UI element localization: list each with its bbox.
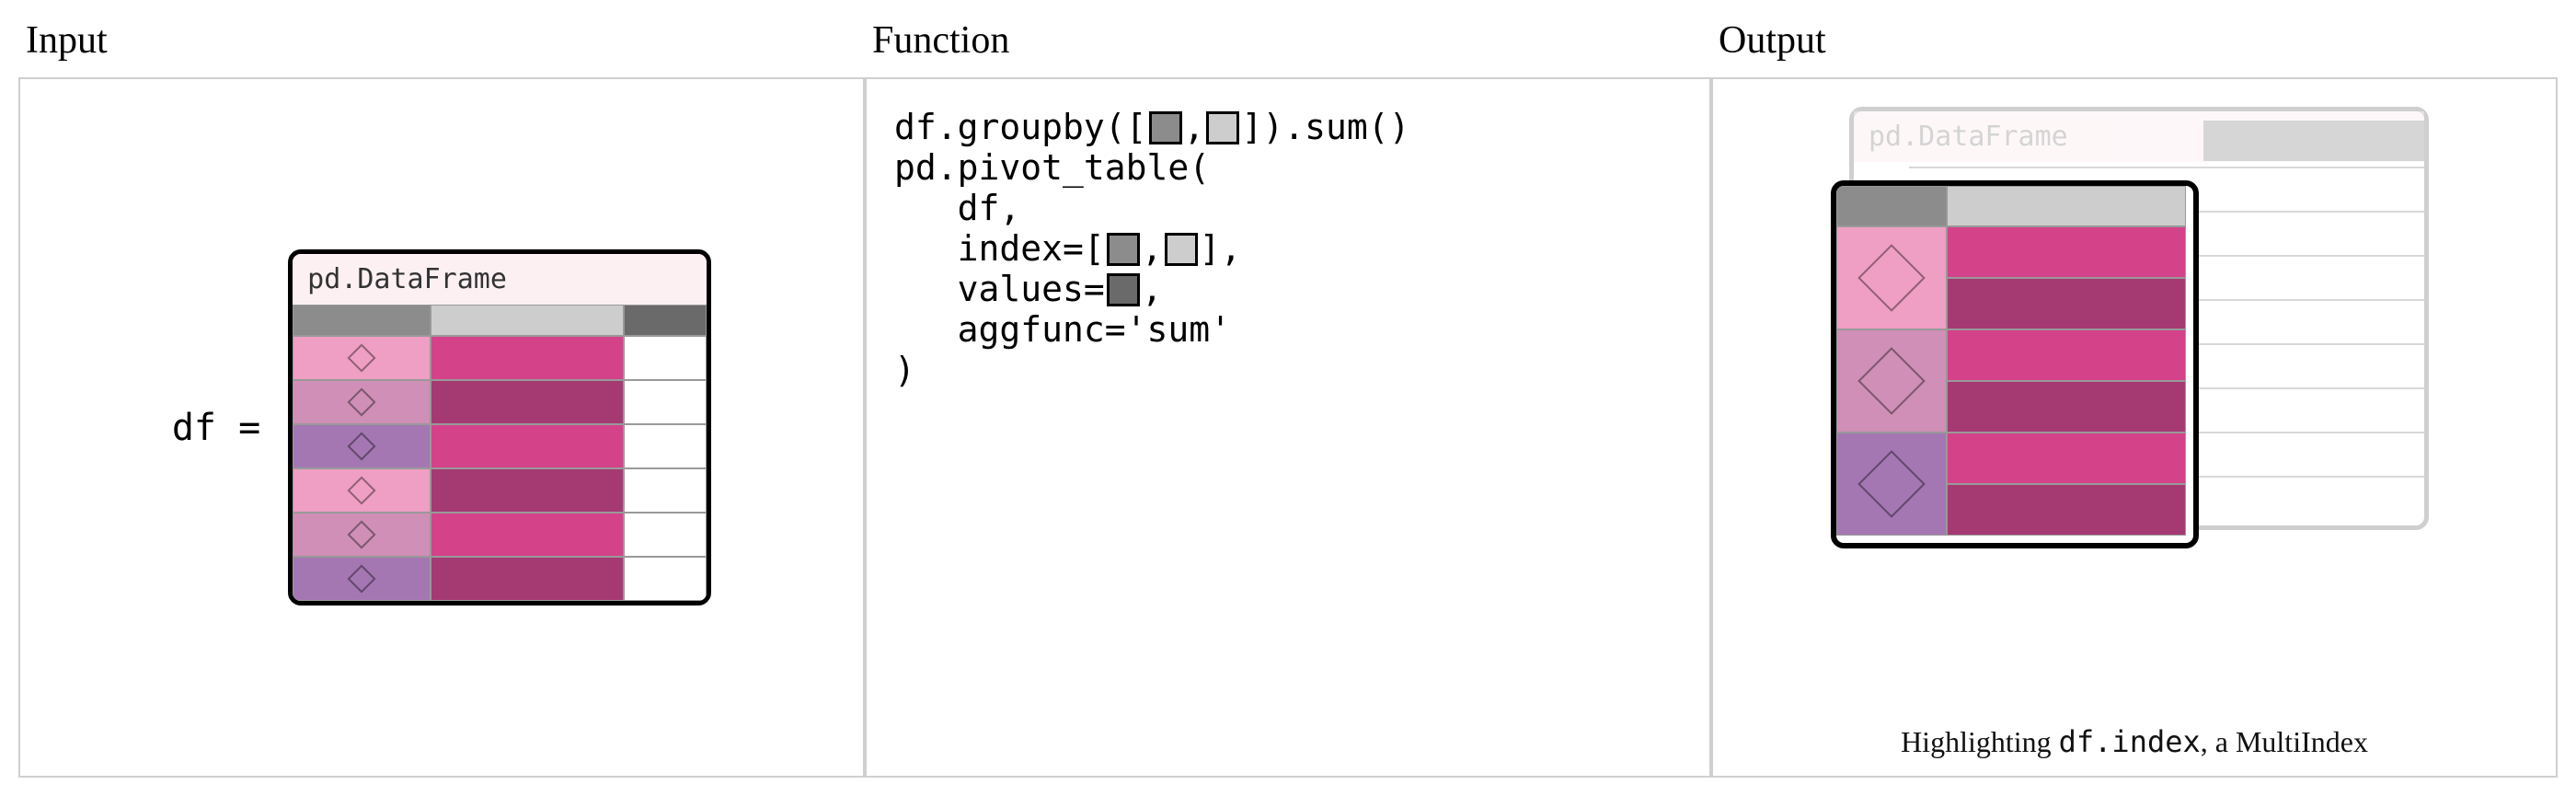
- code-line: aggfunc='sum': [894, 309, 1409, 350]
- input-df-cell: [431, 336, 624, 380]
- diamond-icon: [348, 432, 376, 460]
- color-swatch-icon: [1149, 111, 1182, 144]
- code-text: df.groupby([: [894, 107, 1147, 147]
- output-stack: pd.DataFrame: [1812, 107, 2456, 585]
- input-df-header-cell: [624, 305, 707, 336]
- color-swatch-icon: [1107, 233, 1140, 266]
- panel-function: Function df.groupby([, ]).sum() pd.pivot_t…: [865, 18, 1711, 778]
- code-text: index=[: [894, 228, 1105, 269]
- input-row: df = pd.DataFrame: [172, 249, 711, 606]
- output-focus-index-cell: [1836, 433, 1947, 536]
- input-df-cell: [624, 336, 707, 380]
- output-focus-value-cell: [1947, 381, 2186, 433]
- code-text: values=: [894, 269, 1105, 309]
- code-text: ): [894, 350, 915, 390]
- output-focus-header-cell: [1836, 186, 1947, 226]
- df-assign-text: df =: [172, 407, 260, 449]
- output-focus-index-cell: [1836, 226, 1947, 329]
- output-focus-multiindex: [1831, 180, 2199, 548]
- output-ghost-gridline: [1909, 167, 2424, 168]
- input-df-cell: [293, 557, 431, 601]
- code-line: index=[,],: [894, 228, 1409, 269]
- input-df-cell: [431, 557, 624, 601]
- panel-output: Output pd.DataFrame Highlighting df.inde…: [1711, 18, 2558, 778]
- diamond-icon: [348, 387, 376, 416]
- output-focus-value-cell: [1947, 226, 2186, 278]
- panel-input-title: Input: [18, 18, 865, 77]
- input-df-cell: [293, 513, 431, 557]
- caption-code: df.index: [2059, 724, 2201, 759]
- input-df-cell: [293, 336, 431, 380]
- input-df-cell: [293, 424, 431, 468]
- output-focus-index-cell: [1836, 329, 1947, 433]
- code-text: ,: [1142, 269, 1163, 309]
- input-df-header-cell: [293, 305, 431, 336]
- output-focus-value-cell: [1947, 433, 2186, 484]
- input-df-label: pd.DataFrame: [293, 254, 707, 305]
- output-ghost-header-cell: [2203, 121, 2424, 161]
- output-focus-value-cell: [1947, 484, 2186, 536]
- output-focus-grid: [1836, 186, 2193, 536]
- function-code: df.groupby([, ]).sum() pd.pivot_table( df,…: [894, 107, 1409, 390]
- code-line: values=,: [894, 269, 1409, 309]
- input-df-cell: [624, 468, 707, 513]
- output-focus-value-cell: [1947, 329, 2186, 381]
- panel-output-body: pd.DataFrame Highlighting df.index, a Mu…: [1711, 77, 2558, 778]
- output-caption: Highlighting df.index, a MultiIndex: [1713, 724, 2556, 759]
- input-df-header-cell: [431, 305, 624, 336]
- diagram-root: Input df = pd.DataFrame Function df.grou…: [0, 0, 2576, 796]
- panel-function-title: Function: [865, 18, 1711, 77]
- code-text: ,: [1142, 228, 1163, 269]
- input-df-cell: [431, 468, 624, 513]
- diamond-icon: [348, 343, 376, 372]
- code-text: aggfunc='sum': [894, 309, 1231, 350]
- output-focus-value-cell: [1947, 278, 2186, 329]
- diamond-icon: [1857, 450, 1926, 518]
- color-swatch-icon: [1165, 233, 1198, 266]
- caption-pre: Highlighting: [1901, 725, 2059, 758]
- caption-post: , a MultiIndex: [2201, 725, 2368, 758]
- panel-function-body: df.groupby([, ]).sum() pd.pivot_table( df,…: [865, 77, 1711, 778]
- color-swatch-icon: [1206, 111, 1239, 144]
- diamond-icon: [1857, 244, 1926, 312]
- code-text: ],: [1200, 228, 1242, 269]
- panel-input-body: df = pd.DataFrame: [18, 77, 865, 778]
- input-df-cell: [431, 424, 624, 468]
- input-df-cell: [624, 513, 707, 557]
- code-text: pd.pivot_table(: [894, 147, 1210, 188]
- input-df-cell: [293, 468, 431, 513]
- input-df-cell: [624, 380, 707, 424]
- input-df-cell: [431, 513, 624, 557]
- code-line: ): [894, 350, 1409, 390]
- code-line: df.groupby([, ]).sum(): [894, 107, 1409, 147]
- diamond-icon: [348, 520, 376, 548]
- panel-input: Input df = pd.DataFrame: [18, 18, 865, 778]
- input-df-cell: [624, 424, 707, 468]
- code-text: ]).sum(): [1241, 107, 1409, 147]
- input-df-cell: [624, 557, 707, 601]
- diamond-icon: [1857, 347, 1926, 415]
- output-focus-header-cell: [1947, 186, 2186, 226]
- input-df-grid: [293, 305, 707, 601]
- code-text: df,: [894, 188, 1020, 228]
- input-df-cell: [293, 380, 431, 424]
- input-dataframe: pd.DataFrame: [288, 249, 711, 606]
- diamond-icon: [348, 564, 376, 593]
- code-line: pd.pivot_table(: [894, 147, 1409, 188]
- panel-output-title: Output: [1711, 18, 2558, 77]
- diamond-icon: [348, 476, 376, 504]
- code-text: ,: [1184, 107, 1205, 147]
- input-df-cell: [431, 380, 624, 424]
- code-line: df,: [894, 188, 1409, 228]
- color-swatch-icon: [1107, 273, 1140, 306]
